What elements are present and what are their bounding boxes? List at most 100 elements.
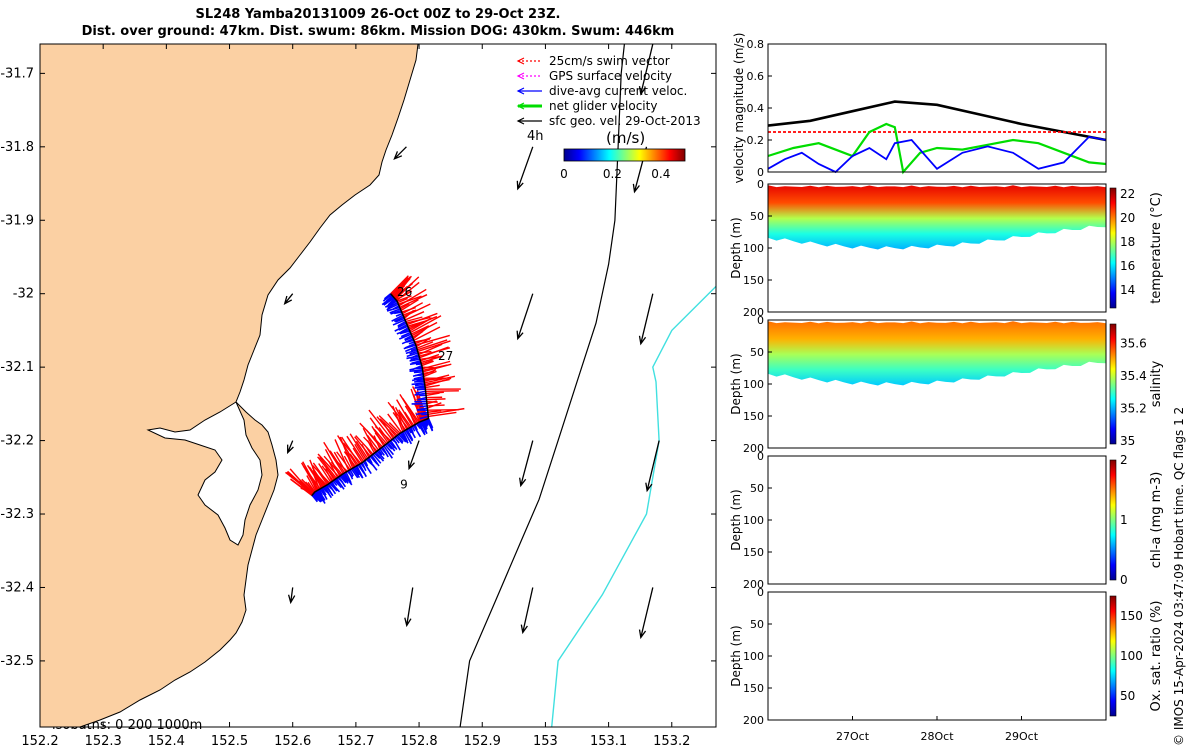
- time-tick-label: 28Oct: [920, 730, 954, 743]
- map-x-tick-label: 153.1: [590, 734, 627, 749]
- current-vector: [337, 476, 344, 484]
- current-vector: [342, 473, 353, 486]
- profile-y-tick-label: 100: [743, 650, 764, 663]
- velocity-series-line: [767, 135, 1107, 174]
- swim-vector: [408, 323, 421, 330]
- geo-vector-arrow: [638, 587, 654, 640]
- profile-colorbar-tick-label: 35.2: [1120, 401, 1147, 415]
- swim-vector: [392, 405, 404, 432]
- day-label: 27: [438, 349, 453, 363]
- profile-y-tick-label: 200: [743, 306, 764, 319]
- profile-frame: [767, 591, 1107, 721]
- swim-vector: [404, 311, 425, 321]
- current-vector: [362, 461, 372, 475]
- map-colorbar-tick-label: 0: [560, 167, 568, 181]
- current-vector: [419, 421, 427, 432]
- swim-vector: [417, 339, 448, 351]
- current-vector: [311, 494, 319, 501]
- swim-vector: [323, 441, 344, 474]
- current-vector: [349, 469, 355, 477]
- velocity-y-tick-label: 0: [757, 166, 764, 179]
- current-vector: [394, 436, 400, 444]
- map-y-tick-label: -31.7: [0, 66, 34, 81]
- legend-arrowhead: [516, 117, 525, 125]
- profile-y-tick-label: 50: [750, 482, 764, 495]
- current-vector: [403, 430, 413, 445]
- geo-vector-arrow: [516, 293, 534, 341]
- current-vector: [322, 486, 328, 493]
- geo-vector-arrow: [638, 44, 654, 96]
- current-vector: [418, 421, 426, 434]
- swim-vector: [290, 478, 313, 496]
- map-x-tick-label: 152.6: [274, 734, 311, 749]
- map-colorbar-ticks: 0 0.2 0.4: [560, 167, 670, 181]
- profile-y-tick-label: 0: [757, 314, 764, 327]
- swim-vector: [423, 370, 437, 378]
- swim-vector: [368, 409, 393, 440]
- swim-vector: [324, 468, 333, 482]
- swim-vector: [419, 346, 449, 359]
- profile-colorbar-tick-label: 20: [1120, 211, 1135, 225]
- swim-vector: [423, 369, 437, 376]
- current-vector: [395, 312, 403, 317]
- swim-vector: [334, 439, 350, 471]
- map-x-tick-label: 152.7: [337, 734, 374, 749]
- profile-panel: 0 50 100 150 200 Depth (m) 35 35.2 35.4 35.6salin…: [729, 314, 1164, 455]
- isobath-200m: [459, 44, 625, 727]
- current-vector: [341, 473, 349, 483]
- map-x-ticks: 152.2 152.3 152.4 152.5 152.6 152.7 152.8 152.9…: [21, 44, 690, 749]
- current-vector: [396, 328, 410, 335]
- current-vector: [346, 470, 354, 478]
- swim-vector: [312, 462, 330, 485]
- current-vector: [406, 428, 414, 441]
- current-vector: [369, 455, 378, 465]
- swim-vector: [389, 428, 397, 437]
- map-x-tick-label: 152.3: [85, 734, 122, 749]
- current-vector: [364, 460, 369, 467]
- current-vector: [380, 447, 388, 455]
- day-label: 9: [400, 478, 408, 492]
- swim-vector: [408, 315, 438, 329]
- swim-vector: [405, 316, 423, 323]
- profile-field: [768, 184, 1106, 250]
- profile-ylabel: Depth (m): [729, 625, 743, 686]
- legend-arrowhead: [516, 72, 525, 80]
- current-vector: [398, 333, 412, 340]
- profile-y-tick-label: 50: [750, 210, 764, 223]
- geo-vector-arrow: [645, 440, 660, 493]
- current-vector: [404, 345, 417, 353]
- current-vector: [411, 377, 424, 382]
- map-y-tick-label: -32.4: [0, 580, 34, 595]
- swim-vector: [402, 309, 417, 316]
- day-label: 26: [397, 285, 412, 299]
- profile-colorbar-tick-label: 35: [1120, 434, 1135, 448]
- swim-vector: [424, 377, 452, 387]
- current-vector: [406, 352, 419, 358]
- day-labels: 26 27 9: [397, 285, 453, 491]
- profile-y-tick-label: 0: [757, 178, 764, 191]
- map-x-tick-label: 152.2: [21, 734, 58, 749]
- current-vector: [372, 453, 382, 464]
- swim-vector: [388, 421, 401, 434]
- swim-vector: [416, 341, 434, 349]
- swim-vector: [352, 447, 363, 463]
- swim-vector: [379, 418, 398, 436]
- swim-vector: [346, 435, 365, 462]
- profile-colorbar-tick-label: 50: [1120, 689, 1135, 703]
- profile-frame: [767, 455, 1107, 585]
- profile-colorbar: [1109, 459, 1117, 581]
- swim-vector: [378, 427, 390, 443]
- profile-colorbar-tick-label: 22: [1120, 187, 1135, 201]
- swim-vector: [397, 297, 408, 304]
- swim-vector: [369, 417, 389, 444]
- swim-vector: [399, 294, 428, 308]
- swim-vector: [324, 448, 341, 477]
- velocity-ylabel: velocity magnitude (m/s): [732, 33, 746, 184]
- legend-label: net glider velocity: [549, 99, 657, 113]
- current-vector: [321, 487, 327, 496]
- swim-vector: [289, 468, 314, 496]
- current-vector: [333, 479, 343, 489]
- geo-vector-arrow: [404, 587, 414, 628]
- current-vector: [397, 322, 407, 329]
